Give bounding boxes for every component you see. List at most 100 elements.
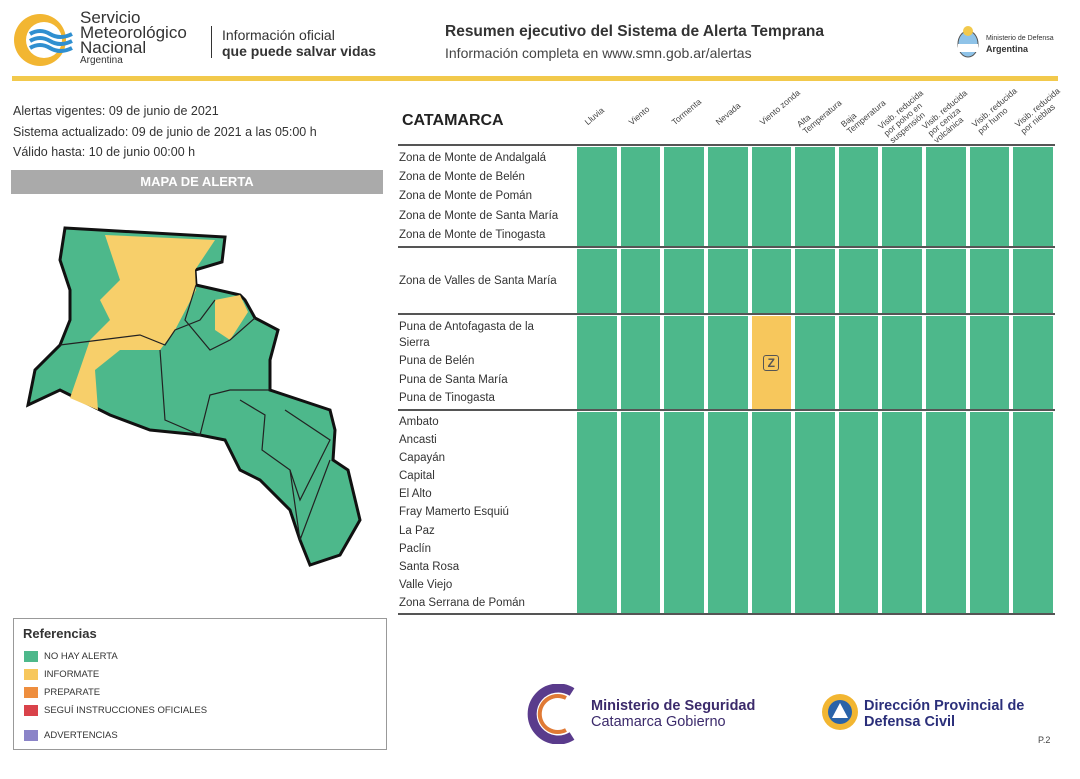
doc-title: Resumen ejecutivo del Sistema de Alerta …	[445, 23, 825, 40]
table-rule	[398, 409, 1055, 411]
zone-name: Zona de Monte de Tinogasta	[399, 228, 546, 241]
alert-cell	[926, 316, 966, 409]
alert-cell	[751, 147, 792, 246]
zone-name: Zona de Monte de Belén	[399, 171, 525, 184]
defensa-logo	[822, 694, 858, 730]
alert-cell	[1013, 249, 1053, 313]
alert-cell	[664, 316, 704, 409]
alert-cell	[969, 249, 1010, 313]
divider	[211, 26, 212, 58]
alert-cell	[620, 147, 661, 246]
province: CATAMARCA	[402, 112, 504, 129]
map-title: MAPA DE ALERTA	[11, 170, 383, 194]
column-header: Tormenta	[669, 96, 704, 127]
defensa: Dirección Provincial de Defensa Civil	[864, 698, 1024, 730]
zone-list: Zona de Valles de Santa María	[399, 249, 559, 313]
tagline-line: que puede salvar vidas	[222, 43, 377, 59]
alert-icon: Z	[763, 354, 780, 371]
column-header: Visib. reducida por ceniza volcánica	[920, 87, 970, 145]
table-rule	[398, 313, 1055, 315]
alert-cell	[707, 412, 748, 613]
tagline-line: Información oficial	[222, 27, 335, 43]
zone-name: La Paz	[399, 524, 435, 537]
legend-swatch	[24, 687, 38, 698]
org-line: Servicio	[80, 8, 141, 27]
alert-cell	[838, 412, 879, 613]
org-country: Argentina	[80, 55, 123, 66]
alert-cell	[882, 316, 923, 409]
zone-name: Puna de Santa María	[399, 373, 508, 386]
alert-cell	[795, 412, 835, 613]
legend-swatch	[24, 651, 38, 662]
org-line: Meteorológico	[80, 23, 187, 42]
alert-cell	[664, 147, 704, 246]
zone-name: Puna de Belén	[399, 355, 475, 368]
org-line: Nacional	[80, 38, 147, 57]
alert-map	[25, 226, 362, 567]
zone-name: Capital	[399, 470, 435, 483]
alert-cell	[838, 249, 879, 313]
legend-label: INFORMATE	[44, 669, 100, 680]
seguridad-logo	[527, 684, 575, 744]
defensa-line: Defensa Civil	[864, 714, 956, 730]
defensa-line: Dirección Provincial de	[864, 698, 1025, 714]
seguridad: Ministerio de Seguridad Catamarca Gobier…	[591, 698, 755, 730]
alert-cell	[795, 147, 835, 246]
ministry: Ministerio de Defensa Argentina	[986, 34, 1054, 54]
alert-cell	[882, 147, 923, 246]
zone-name: Zona de Monte de Santa María	[399, 209, 559, 222]
zone-name: El Alto	[399, 488, 432, 501]
info-line: Alertas vigentes: 09 de junio de 2021	[13, 104, 219, 118]
alert-cell	[620, 316, 661, 409]
zone-name: Capayán	[399, 452, 446, 465]
column-header: Nevada	[713, 100, 743, 127]
legend-label: SEGUÍ INSTRUCCIONES OFICIALES	[44, 705, 208, 716]
alert-cell	[577, 249, 617, 313]
doc-subtitle: Información completa en www.smn.gob.ar/a…	[445, 45, 752, 61]
zone-name: Puna de Antofagasta de la Sierra	[399, 320, 534, 349]
alert-cell	[926, 147, 966, 246]
column-header: Visib. reducida por nieblas	[1013, 85, 1063, 136]
table-rule	[398, 144, 1055, 146]
seguridad-line: Catamarca Gobierno	[591, 714, 726, 730]
zone-name: Ambato	[399, 416, 439, 429]
tagline: Información oficial que puede salvar vid…	[222, 27, 376, 59]
alert-cell	[620, 249, 661, 313]
zone-name: Ancasti	[399, 434, 437, 447]
alert-cell	[882, 412, 923, 613]
alert-cell	[926, 412, 966, 613]
seguridad-line: Ministerio de Seguridad	[591, 698, 756, 714]
page-number: P.2	[1038, 735, 1051, 745]
alert-cell	[707, 147, 748, 246]
legend-label: PREPARATE	[44, 687, 101, 698]
alert-cell	[577, 316, 617, 409]
references-box: Referencias NO HAY ALERTA INFORMATE PREPAR…	[13, 618, 387, 750]
alert-cell	[751, 249, 792, 313]
alert-cell	[620, 412, 661, 613]
zone-name: Valle Viejo	[399, 578, 453, 591]
alert-cell	[577, 412, 617, 613]
legend-swatch	[24, 705, 38, 716]
alert-cell	[795, 316, 835, 409]
info-line: Válido hasta: 10 de junio 00:00 h	[13, 145, 196, 159]
legend-label: ADVERTENCIAS	[44, 730, 118, 741]
table-rule	[398, 246, 1055, 248]
alert-cell	[664, 249, 704, 313]
alert-cell	[969, 412, 1010, 613]
legend-swatch	[24, 730, 38, 741]
zone-name: Zona de Monte de Andalgalá	[399, 152, 547, 165]
alert-cell	[707, 249, 748, 313]
table-rule	[398, 613, 1055, 615]
alert-cell	[1013, 412, 1053, 613]
zone-name: Puna de Tinogasta	[399, 392, 495, 405]
alert-cell	[1013, 147, 1053, 246]
column-header: Lluvia	[582, 105, 607, 127]
alert-cell	[969, 147, 1010, 246]
zone-name: Zona de Valles de Santa María	[399, 275, 557, 287]
alert-cell	[838, 147, 879, 246]
zone-name: Zona de Monte de Pomán	[399, 190, 532, 203]
legend-swatch	[24, 669, 38, 680]
info-line: Sistema actualizado: 09 de junio de 2021…	[13, 125, 317, 139]
zone-name: Zona Serrana de Pomán	[399, 596, 525, 609]
alert-cell	[1013, 316, 1053, 409]
